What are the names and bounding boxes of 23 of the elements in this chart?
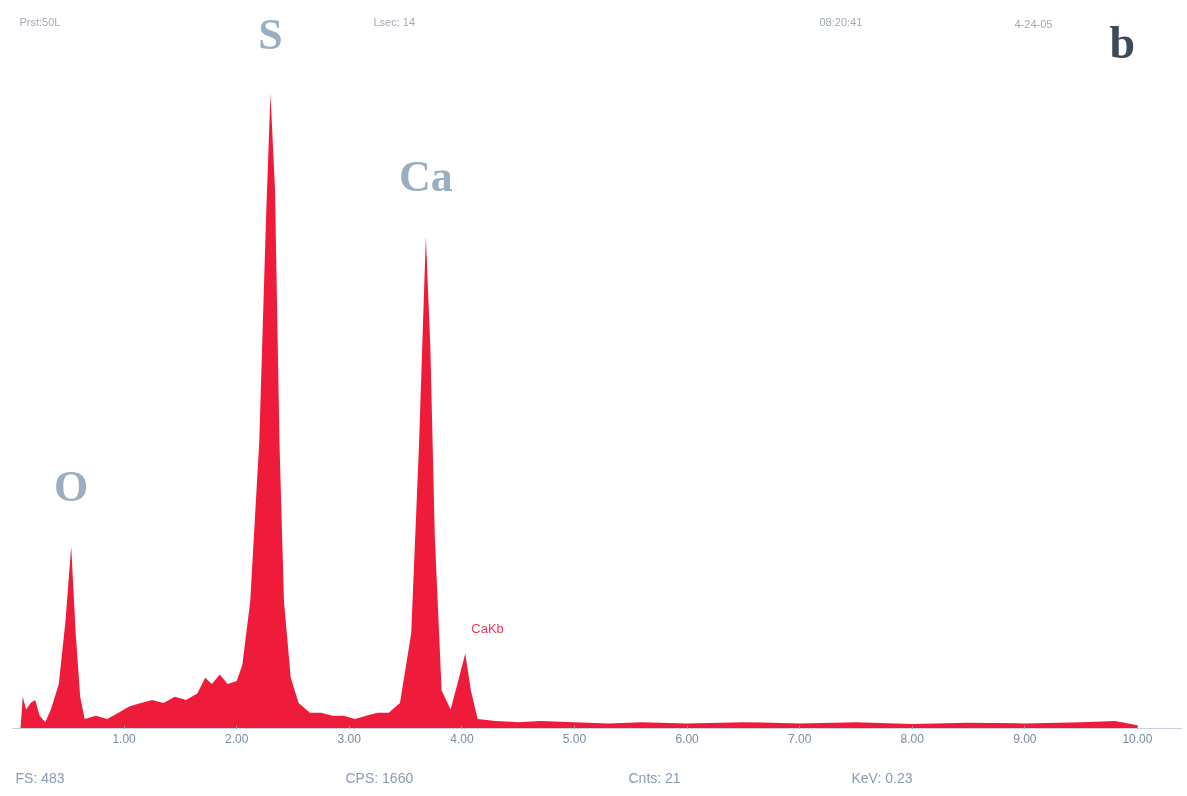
x-tick-label: 9.00 [1013,731,1037,746]
text: Prst:50L [19,15,61,28]
annotation: S [258,9,283,59]
x-tick-label: 2.00 [225,731,249,746]
text: 4-24-05 [1014,17,1053,30]
x-tick-label: 8.00 [900,731,925,746]
x-tick-label: 6.00 [675,731,700,746]
x-tick-label: 10.00 [1122,731,1153,746]
x-tick-label: 3.00 [337,731,362,746]
x-tick-label: 1.00 [112,731,137,746]
x-tick-label: 4.00 [450,731,474,746]
annotation: Ca [398,152,453,202]
x-tick-label: 5.00 [562,731,587,746]
text: KeV: 0.23 [851,769,913,786]
text: 08:20:41 [819,15,863,28]
text: Lsec: 14 [373,15,416,28]
text: CPS: 1660 [345,769,414,786]
annotation: CaKb [471,620,504,636]
annotation: O [54,462,89,512]
x-tick-label: 7.00 [788,731,812,746]
text: b [1109,16,1136,68]
text: Cnts: 21 [628,769,681,786]
text: FS: 483 [15,769,65,786]
